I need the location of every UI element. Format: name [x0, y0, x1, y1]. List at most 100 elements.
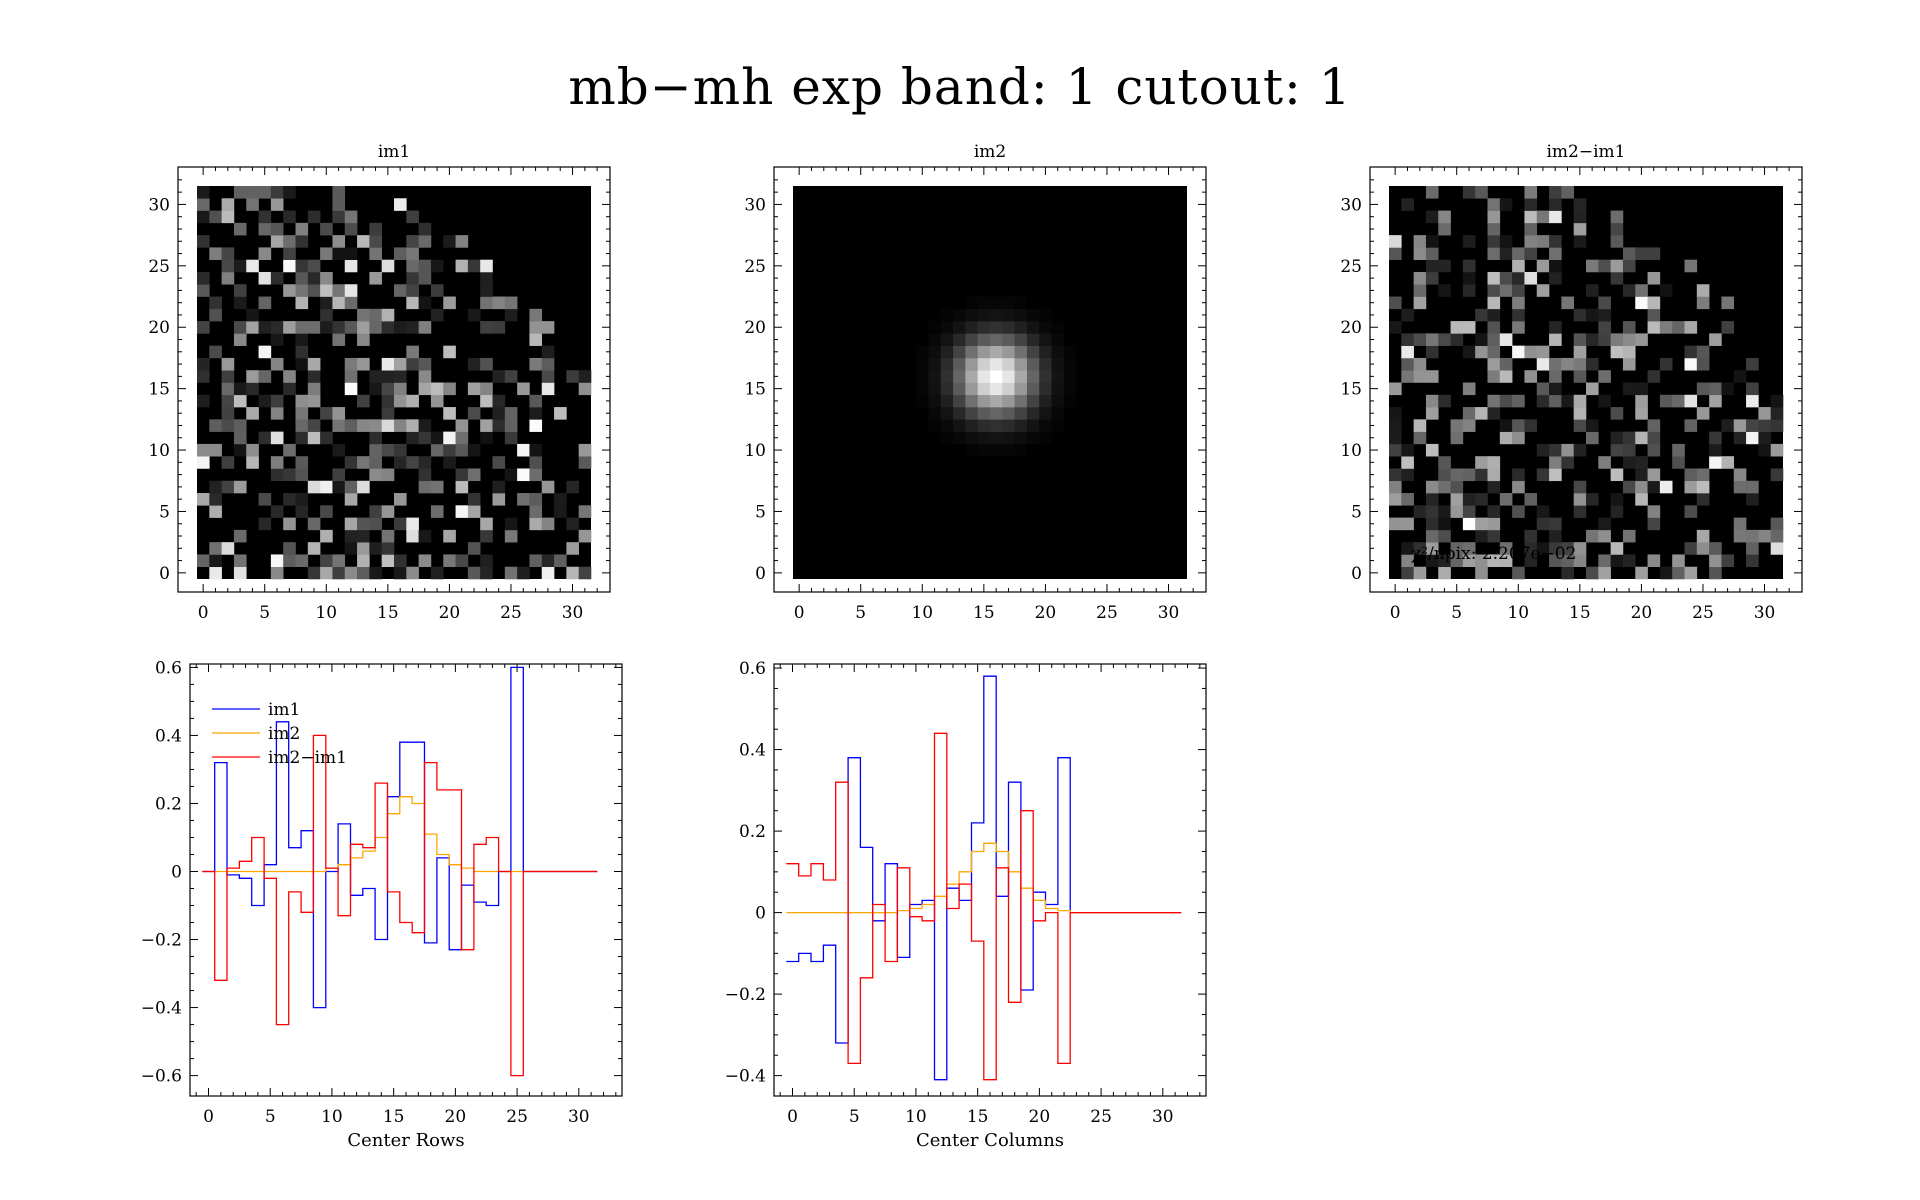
pixel: [1758, 529, 1771, 543]
pixel: [357, 529, 370, 543]
pixel: [1499, 247, 1513, 260]
pixel: [1014, 357, 1028, 371]
pixel: [1002, 431, 1015, 445]
pixel: [1536, 394, 1550, 408]
pixel: [307, 210, 321, 224]
pixel: [1647, 443, 1661, 457]
pixel: [221, 259, 235, 273]
pixel: [418, 259, 432, 273]
pixel: [344, 222, 358, 236]
pixel: [197, 357, 210, 371]
pixel: [1536, 284, 1550, 297]
pixel: [1002, 394, 1015, 408]
pixel: [1413, 271, 1427, 285]
pixel: [1647, 308, 1661, 322]
pixel: [1425, 210, 1439, 224]
pixel: [1549, 247, 1562, 260]
pixel: [977, 394, 991, 408]
pixel: [1622, 357, 1636, 371]
pixel: [418, 370, 432, 383]
pixel: [357, 333, 370, 346]
pixel: [1524, 198, 1538, 211]
pixel: [258, 271, 272, 285]
pixel: [1622, 321, 1636, 334]
pixel: [1450, 321, 1464, 334]
pixel: [953, 321, 966, 334]
pixel: [258, 296, 272, 310]
pixel: [1536, 468, 1550, 482]
y-tick-label: 0.6: [155, 658, 182, 678]
pixel: [381, 407, 395, 420]
pixel: [1524, 345, 1538, 359]
pixel: [1438, 222, 1451, 236]
pixel: [1696, 284, 1710, 297]
pixel: [233, 284, 247, 297]
pixel: [1389, 517, 1402, 531]
pixel: [344, 529, 358, 543]
pixel: [1487, 394, 1501, 408]
pixel: [270, 394, 284, 408]
panel-im2: im2 0 0 5 5 10 10 15 15 20 20 25 25 30 30: [744, 142, 1207, 623]
pixel: [928, 333, 942, 346]
pixel: [990, 443, 1003, 457]
pixel: [1039, 382, 1052, 396]
figure-title: mb−mh exp band: 1 cutout: 1: [568, 58, 1352, 116]
y-tick-label: −0.4: [141, 999, 182, 1019]
pixel: [295, 296, 309, 310]
series-line-im2-minus-im1: [786, 732, 1182, 1081]
pixel: [357, 456, 370, 469]
pixel: [221, 210, 235, 224]
pixel: [1709, 456, 1722, 469]
pixel: [1696, 296, 1710, 310]
pixel: [320, 271, 333, 285]
pixel: [406, 566, 419, 580]
pixel: [1573, 370, 1587, 383]
pixel: [418, 321, 432, 334]
pixel: [406, 210, 419, 224]
pixel: [1002, 357, 1015, 371]
pixel: [1499, 554, 1513, 568]
pixel: [307, 566, 321, 580]
pixel: [381, 357, 395, 371]
pixel: [233, 259, 247, 273]
pixel: [1549, 456, 1562, 469]
pixel: [940, 419, 954, 432]
pixel: [1026, 345, 1040, 359]
pixel: [246, 259, 259, 273]
pixel: [1610, 407, 1624, 420]
pixel: [270, 431, 284, 445]
pixel: [406, 431, 419, 445]
pixel: [1672, 456, 1685, 469]
pixel: [554, 493, 567, 506]
pixel: [1549, 357, 1562, 371]
pixel: [406, 259, 419, 273]
pixel: [1002, 370, 1015, 383]
pixel: [1746, 419, 1759, 432]
pixel: [1462, 271, 1476, 285]
pixel: [965, 321, 978, 334]
pixel: [1524, 222, 1538, 236]
y-tick-label: 30: [744, 195, 766, 215]
pixel: [1401, 468, 1414, 482]
pixel: [233, 480, 247, 494]
x-tick-label: 20: [1029, 1107, 1051, 1127]
pixel: [381, 370, 395, 383]
pixel: [1014, 345, 1028, 359]
x-tick-label: 20: [439, 603, 461, 623]
pixel: [197, 554, 210, 568]
x-tick-label: 25: [1090, 1107, 1112, 1127]
pixel: [1413, 505, 1427, 518]
series-group: [202, 666, 598, 1077]
pixel: [928, 357, 942, 371]
pixel: [1401, 345, 1414, 359]
pixel: [295, 284, 309, 297]
pixel: [1002, 321, 1015, 334]
pixel: [357, 554, 370, 568]
pixel: [406, 357, 419, 371]
pixel: [1622, 259, 1636, 273]
pixel: [578, 566, 592, 580]
pixel: [221, 247, 235, 260]
pixel: [418, 357, 432, 371]
pixel: [1425, 407, 1439, 420]
